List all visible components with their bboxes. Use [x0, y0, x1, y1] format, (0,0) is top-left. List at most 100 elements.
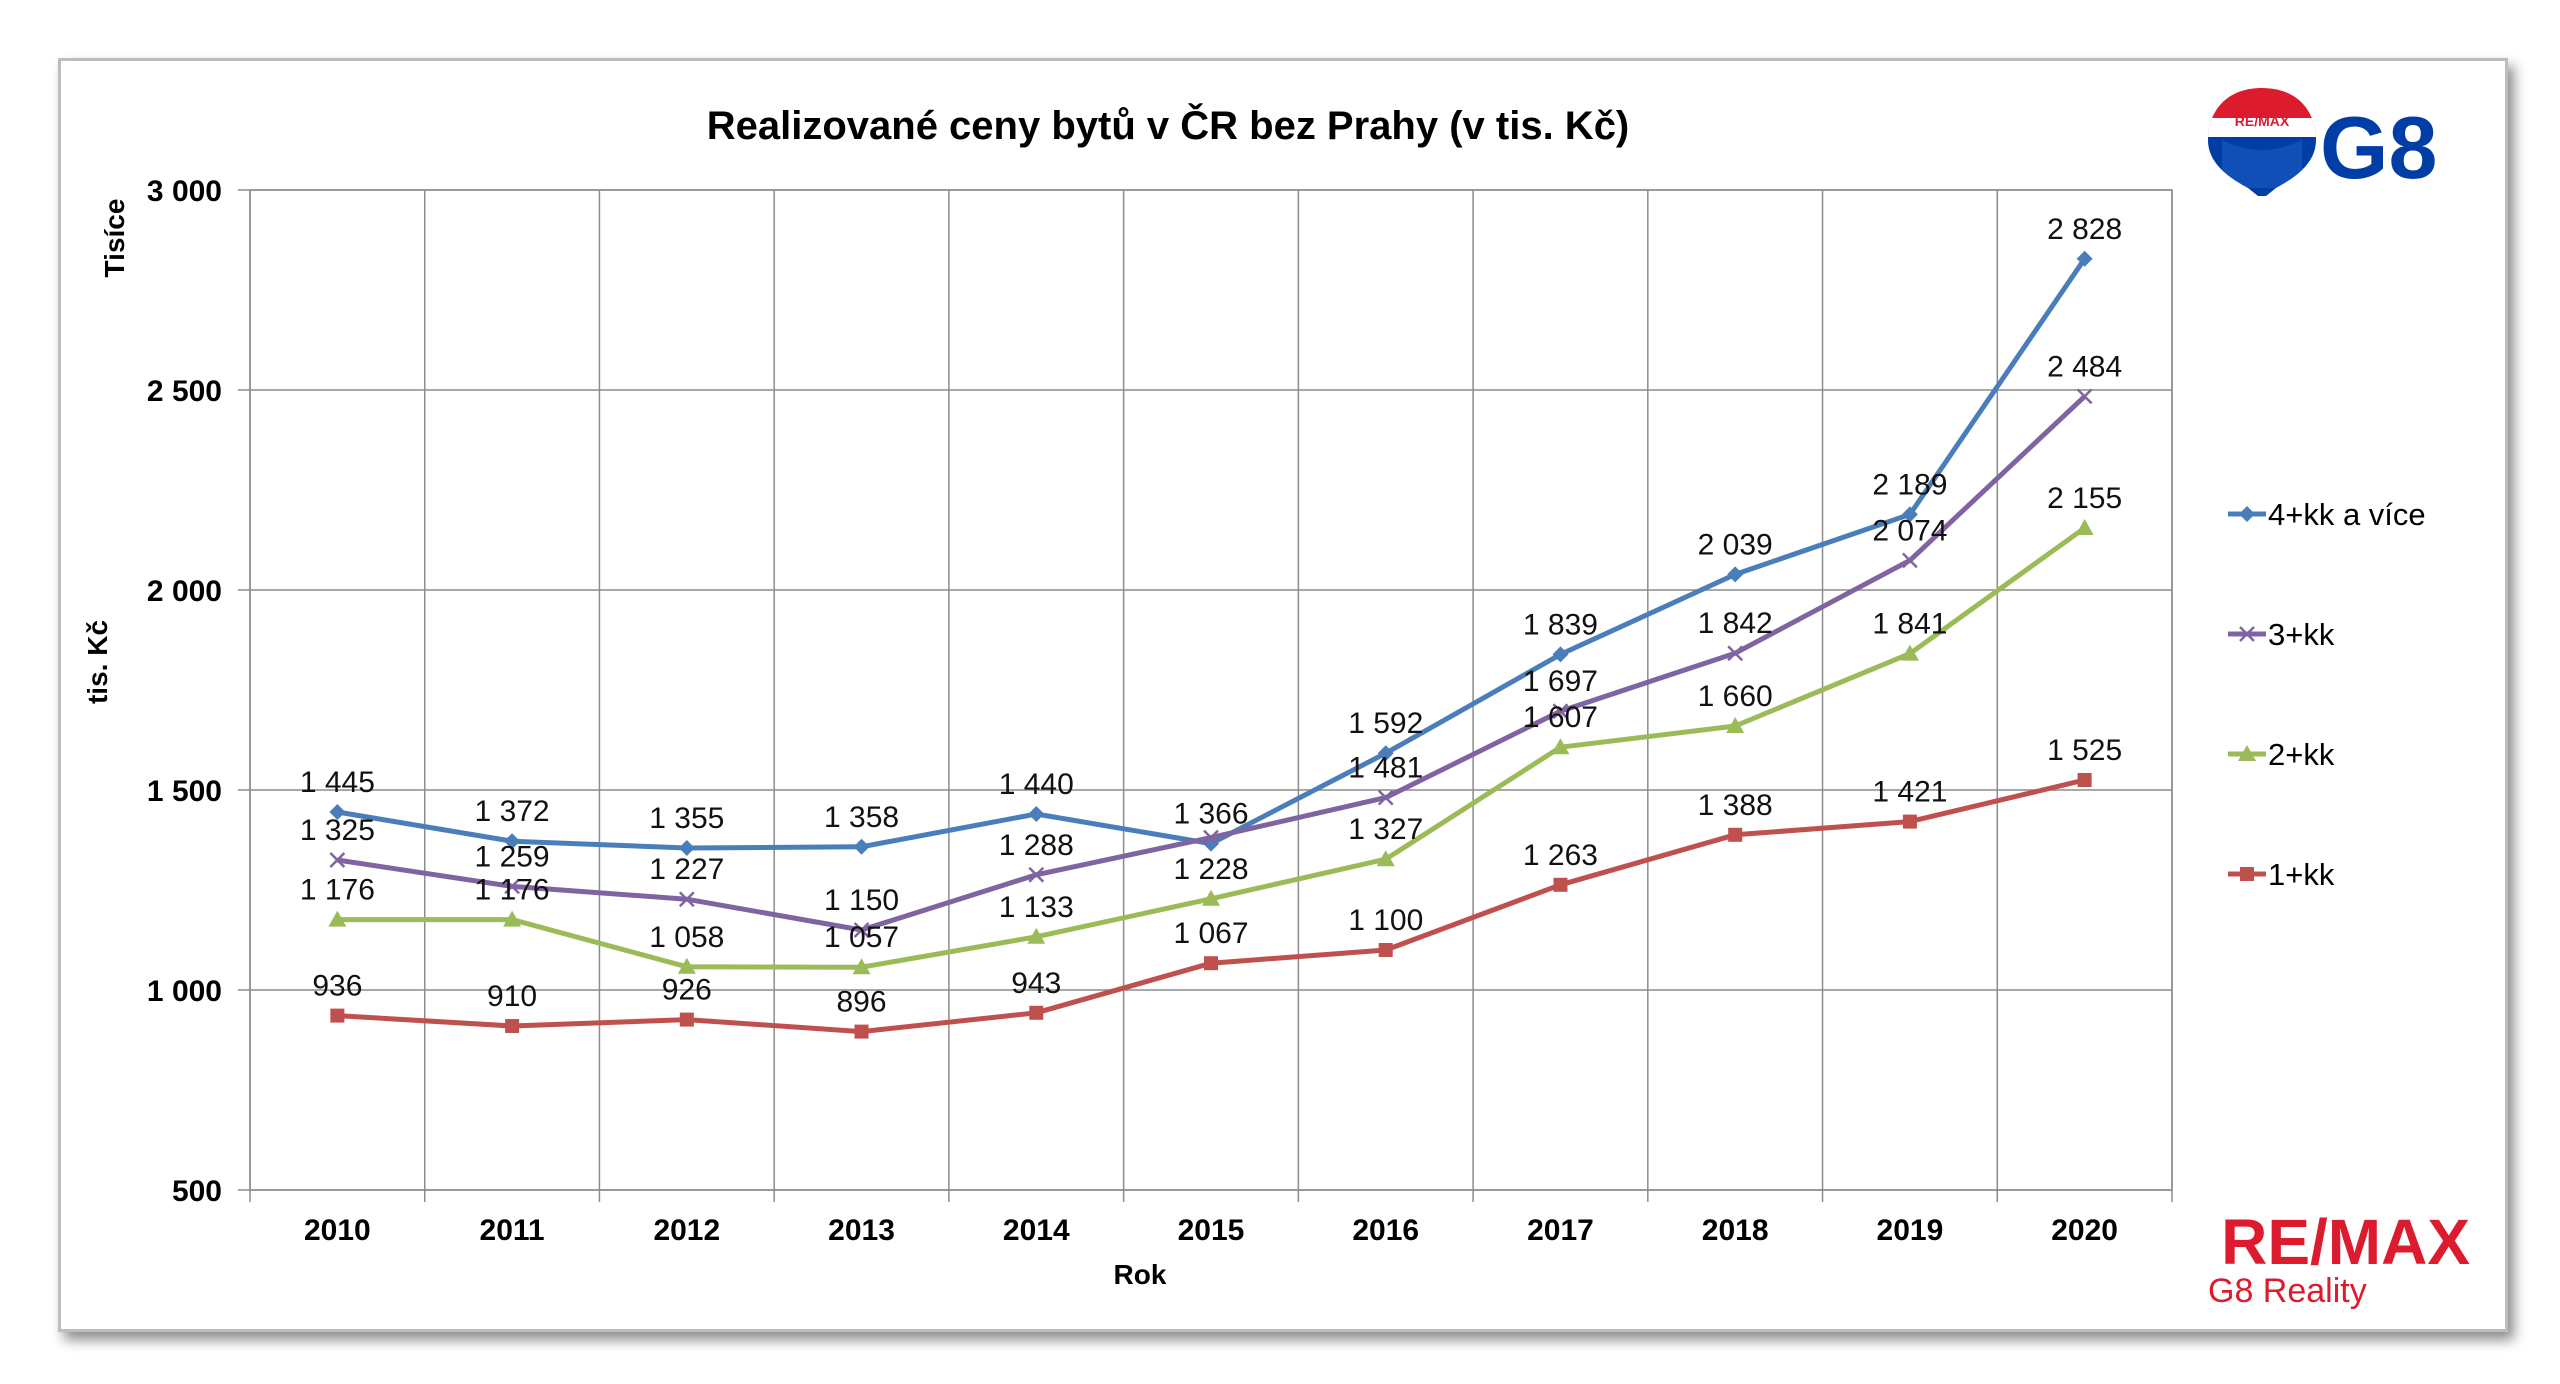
y-unit-label: Tisíce — [99, 199, 130, 278]
chart-frame — [58, 58, 2508, 1332]
data-label: 1 592 — [1348, 707, 1423, 740]
data-label: 1 288 — [999, 829, 1074, 862]
data-point — [1376, 850, 1395, 867]
data-point — [1203, 829, 1219, 846]
data-point — [678, 840, 695, 856]
x-tick-label: 2018 — [1702, 1214, 1769, 1247]
y-tick-label: 500 — [172, 1175, 222, 1208]
data-point — [1204, 956, 1218, 971]
data-point — [1902, 814, 1917, 829]
x-tick-label: 2013 — [828, 1214, 895, 1247]
chart-title: Realizované ceny bytů v ČR bez Prahy (v … — [707, 102, 1630, 148]
data-point — [1727, 645, 1744, 662]
data-label: 1 259 — [475, 840, 550, 873]
data-point — [329, 852, 346, 868]
axes — [238, 189, 2173, 1202]
data-point — [853, 922, 870, 938]
grid — [249, 189, 2173, 1191]
data-point — [1028, 806, 1045, 822]
data-label: 1 660 — [1698, 680, 1773, 713]
y-tick-label: 1 000 — [147, 975, 222, 1008]
series — [328, 250, 2094, 1039]
data-label: 1 176 — [300, 874, 375, 907]
legend: 4+kk a více 3+kk 2+kk 1+kk — [2228, 497, 2426, 892]
data-label: 1 607 — [1523, 701, 1598, 734]
data-label: 2 074 — [1872, 514, 1947, 547]
x-tick-label: 2020 — [2051, 1214, 2118, 1247]
y-axis-label: tis. Kč — [82, 620, 113, 704]
data-point — [1377, 789, 1394, 806]
x-tick-label: 2014 — [1003, 1214, 1070, 1247]
data-label: 1 176 — [475, 874, 550, 907]
data-point — [679, 1012, 694, 1027]
data-point — [1552, 703, 1569, 720]
balloon-text: RE/MAX — [2235, 113, 2290, 129]
data-point — [504, 878, 520, 895]
data-point — [1902, 552, 1918, 569]
data-label: 1 150 — [824, 884, 899, 917]
data-label: 896 — [837, 986, 887, 1019]
data-point — [678, 891, 695, 908]
data-label: 2 828 — [2047, 213, 2122, 246]
data-label: 1 100 — [1348, 904, 1423, 937]
data-label: 1 228 — [1173, 853, 1248, 886]
data-label: 1 372 — [475, 795, 550, 828]
data-label: 910 — [487, 980, 537, 1013]
legend-marker — [2239, 506, 2255, 522]
data-point — [503, 910, 522, 927]
x-tick-label: 2015 — [1178, 1214, 1245, 1247]
y-tick-label: 2 000 — [147, 575, 222, 608]
data-point — [1552, 646, 1569, 663]
data-point — [854, 1024, 869, 1039]
data-point — [1726, 717, 1745, 733]
data-label: 1 358 — [824, 801, 899, 834]
data-point — [2076, 388, 2093, 405]
data-point — [1378, 943, 1393, 957]
data-label: 1 388 — [1698, 789, 1773, 822]
data-labels: 1 445 1 372 1 355 1 358 1 440 1 366 1 592 1 839… — [300, 213, 2122, 1019]
data-label: 2 189 — [1872, 468, 1947, 501]
data-label: 1 058 — [649, 921, 724, 954]
legend-entry: 2+kk — [2268, 737, 2335, 772]
legend-entry: 1+kk — [2268, 857, 2335, 892]
y-tick-label: 2 500 — [147, 375, 222, 408]
data-label: 1 525 — [2047, 734, 2122, 767]
data-point — [2075, 519, 2094, 535]
plot-area-border — [249, 189, 2173, 1191]
data-point — [1901, 506, 1918, 523]
data-label: 936 — [312, 970, 362, 1003]
balloon-logo-icon: RE/MAX — [2208, 88, 2316, 196]
data-point — [1377, 745, 1394, 762]
data-label: 2 484 — [2047, 350, 2122, 383]
legend-marker — [2239, 626, 2255, 642]
legend-entry: 4+kk a více — [2268, 497, 2426, 532]
data-point — [330, 1008, 345, 1023]
x-tick-label: 2019 — [1877, 1214, 1944, 1247]
g8-logo: G8 — [2320, 98, 2437, 197]
data-label: 2 039 — [1698, 528, 1773, 561]
data-point — [1029, 1005, 1044, 1020]
data-point — [1900, 644, 1919, 661]
data-point — [2076, 250, 2093, 267]
data-label: 1 697 — [1523, 665, 1598, 698]
data-point — [1027, 927, 1046, 944]
remax-logo-text: RE/MAX — [2221, 1206, 2470, 1278]
data-point — [329, 804, 346, 820]
data-point — [1202, 889, 1220, 906]
data-point — [2077, 773, 2092, 787]
data-label: 1 841 — [1872, 608, 1947, 641]
data-label: 1 445 — [300, 766, 375, 799]
data-label: 2 155 — [2047, 482, 2122, 515]
x-tick-label: 2010 — [304, 1214, 371, 1247]
x-tick-labels: 2010 2011 2012 2013 2014 2015 2016 2017 2018 2019… — [304, 1214, 2118, 1247]
data-point — [853, 838, 870, 855]
legend-marker — [2240, 867, 2254, 881]
data-label: 1 440 — [999, 768, 1074, 801]
data-point — [852, 958, 871, 975]
x-tick-label: 2017 — [1527, 1214, 1594, 1247]
y-tick-label: 1 500 — [147, 775, 222, 808]
y-tick-label: 3 000 — [147, 175, 222, 208]
data-label: 1 842 — [1698, 607, 1773, 640]
data-label: 1 133 — [999, 891, 1074, 924]
